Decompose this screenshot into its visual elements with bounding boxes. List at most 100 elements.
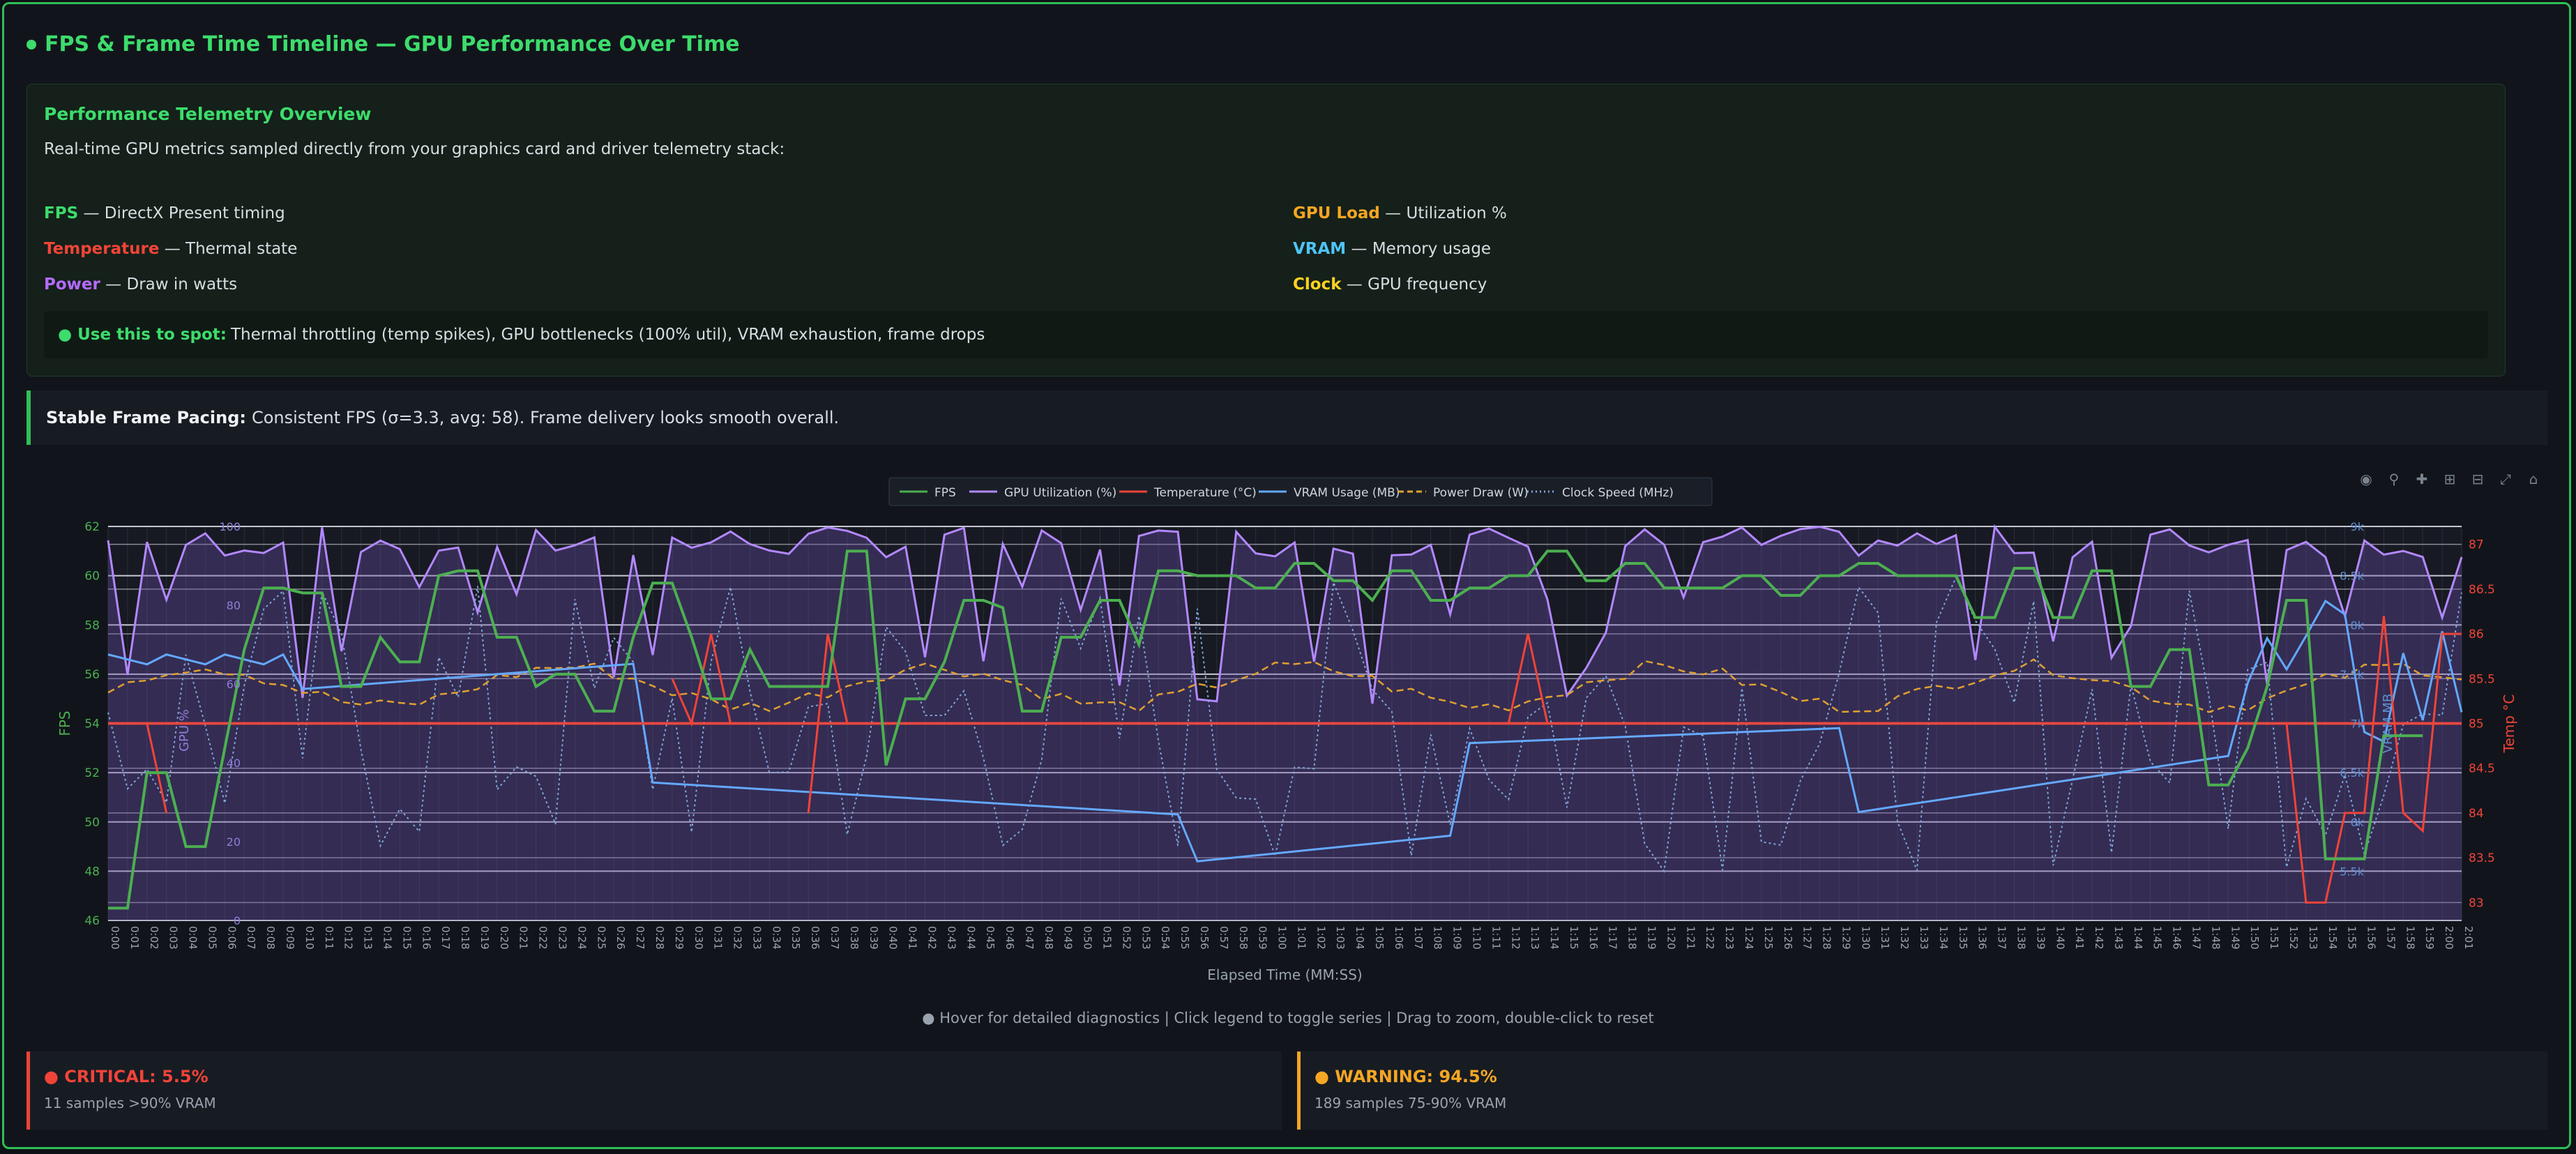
x-tick-label: 0:44 — [964, 926, 977, 950]
fps-tick-label: 56 — [84, 668, 100, 682]
y-axis-title-temp: Temp °C — [2501, 694, 2517, 754]
x-tick-label: 1:20 — [1665, 926, 1677, 950]
metric-gpu-load: GPU Load — Utilization % — [1293, 204, 1507, 222]
x-tick-label: 1:15 — [1568, 926, 1580, 950]
zoom-icon[interactable]: ⚲ — [2388, 471, 2400, 487]
temp-tick-label: 87 — [2469, 538, 2484, 552]
metric-vram-name: VRAM — [1293, 240, 1347, 258]
x-tick-label: 1:39 — [2034, 926, 2047, 950]
x-tick-label: 1:18 — [1626, 926, 1639, 950]
status-dot-icon — [26, 39, 36, 50]
x-tick-label: 1:34 — [1937, 926, 1950, 950]
x-tick-label: 1:55 — [2346, 926, 2358, 950]
x-tick-label: 1:33 — [1918, 926, 1930, 950]
x-tick-label: 1:06 — [1393, 926, 1405, 950]
x-tick-label: 0:20 — [498, 926, 510, 950]
vram-tick-label: 6.5k — [2340, 766, 2364, 780]
x-tick-label: 0:11 — [323, 926, 335, 950]
x-tick-label: 1:42 — [2093, 926, 2105, 950]
x-tick-label: 1:57 — [2384, 926, 2397, 950]
fps-tick-label: 60 — [84, 570, 100, 584]
x-tick-label: 0:02 — [148, 926, 160, 950]
x-tick-label: 1:56 — [2365, 926, 2378, 950]
chart-svg[interactable]: 46 48 50 52 54 56 58 60 62 83 83.5 84 84.5 85 85.5 86 86… — [21, 460, 2559, 997]
x-tick-label: 0:13 — [362, 926, 374, 950]
pan-icon[interactable]: ✚ — [2416, 471, 2428, 487]
x-tick-label: 2:01 — [2462, 926, 2475, 950]
x-tick-label: 1:08 — [1432, 926, 1444, 950]
vram-tick-label: 9k — [2351, 520, 2365, 533]
warning-alert: ● WARNING: 94.5% 189 samples 75-90% VRAM — [1297, 1051, 2547, 1130]
overview-title: Performance Telemetry Overview — [44, 104, 372, 124]
x-tick-label: 0:15 — [400, 926, 413, 950]
vram-usage-line — [107, 599, 2463, 863]
x-tick-label: 1:29 — [1840, 926, 1852, 950]
chart-hint: ● Hover for detailed diagnostics | Click… — [922, 1010, 1654, 1026]
x-tick-label: 1:31 — [1879, 926, 1891, 950]
camera-icon[interactable]: ◉ — [2360, 471, 2372, 487]
x-tick-label: 0:34 — [770, 926, 782, 950]
vram-tick-label: 8.5k — [2340, 570, 2364, 583]
x-tick-label: 0:40 — [887, 926, 900, 950]
x-tick-label: 0:56 — [1198, 926, 1211, 950]
x-tick-label: 1:05 — [1373, 926, 1386, 950]
x-tick-label: 1:03 — [1334, 926, 1347, 950]
temperature-line — [146, 723, 168, 814]
home-icon[interactable]: ⌂ — [2529, 471, 2538, 487]
usage-tip: ● Use this to spot: Thermal throttling (… — [44, 311, 2488, 358]
fps-tick-label: 50 — [84, 816, 100, 830]
x-axis-title: Elapsed Time (MM:SS) — [1207, 966, 1362, 983]
metric-power-desc: — Draw in watts — [100, 275, 238, 294]
x-tick-label: 1:52 — [2287, 926, 2300, 950]
metric-temperature-desc: — Thermal state — [159, 240, 298, 258]
temperature-line — [1507, 633, 1549, 724]
x-tick-label: 1:16 — [1587, 926, 1600, 950]
legend-label: Temperature (°C) — [1153, 486, 1257, 500]
x-tick-label: 1:32 — [1898, 926, 1911, 950]
clock-speed-line — [107, 575, 2462, 873]
temp-tick-label: 86 — [2469, 628, 2484, 641]
autoscale-icon[interactable]: ⤢ — [2500, 471, 2511, 487]
x-tick-label: 0:47 — [1023, 926, 1036, 950]
metric-clock-name: Clock — [1293, 275, 1342, 294]
vram-tick-label: 8k — [2351, 618, 2365, 632]
x-tick-label: 0:43 — [945, 926, 957, 950]
telemetry-overview-card: Performance Telemetry Overview Real-time… — [26, 84, 2506, 377]
x-tick-label: 0:28 — [653, 926, 666, 950]
x-tick-label: 0:16 — [420, 926, 432, 950]
fps-tick-label: 52 — [84, 766, 100, 780]
fps-tick-label: 46 — [84, 914, 100, 928]
fps-tick-label: 54 — [84, 718, 100, 731]
zoom-in-icon[interactable]: ⊞ — [2444, 471, 2456, 487]
x-tick-label: 1:04 — [1354, 926, 1366, 950]
x-tick-label: 0:45 — [984, 926, 997, 950]
gpu-tick-label: 40 — [227, 757, 241, 770]
x-tick-label: 0:46 — [1003, 926, 1016, 950]
metric-fps-name: FPS — [44, 204, 79, 222]
legend-label: Clock Speed (MHz) — [1562, 486, 1674, 500]
zoom-out-icon[interactable]: ⊟ — [2471, 471, 2484, 487]
x-tick-label: 0:17 — [439, 926, 452, 950]
performance-chart[interactable]: 46 48 50 52 54 56 58 60 62 83 83.5 84 84.5 85 85.5 86 86… — [21, 460, 2559, 997]
x-tick-label: 1:40 — [2054, 926, 2066, 950]
gpu-tick-label: 60 — [227, 678, 241, 691]
fps-line — [108, 549, 2423, 910]
x-tick-label: 1:46 — [2171, 926, 2183, 950]
metric-gpu-load-name: GPU Load — [1293, 204, 1380, 222]
x-tick-label: 1:23 — [1723, 926, 1736, 950]
x-tick-label: 0:39 — [867, 926, 880, 950]
x-tick-label: 0:19 — [478, 926, 491, 950]
temperature-line — [671, 633, 732, 727]
x-tick-label: 1:36 — [1976, 926, 1989, 950]
x-tick-label: 1:48 — [2209, 926, 2222, 950]
fps-tick-label: 62 — [84, 520, 100, 534]
x-tick-label: 0:26 — [614, 926, 627, 950]
x-tick-label: 0:22 — [537, 926, 550, 950]
temperature-line — [2285, 616, 2462, 904]
x-tick-label: 0:06 — [225, 926, 238, 950]
x-tick-label: 1:30 — [1859, 926, 1872, 950]
legend-box — [888, 477, 1713, 506]
x-tick-label: 1:10 — [1470, 926, 1483, 950]
warning-alert-title: ● WARNING: 94.5% — [1314, 1067, 1497, 1086]
fps-tick-label: 48 — [84, 865, 100, 879]
